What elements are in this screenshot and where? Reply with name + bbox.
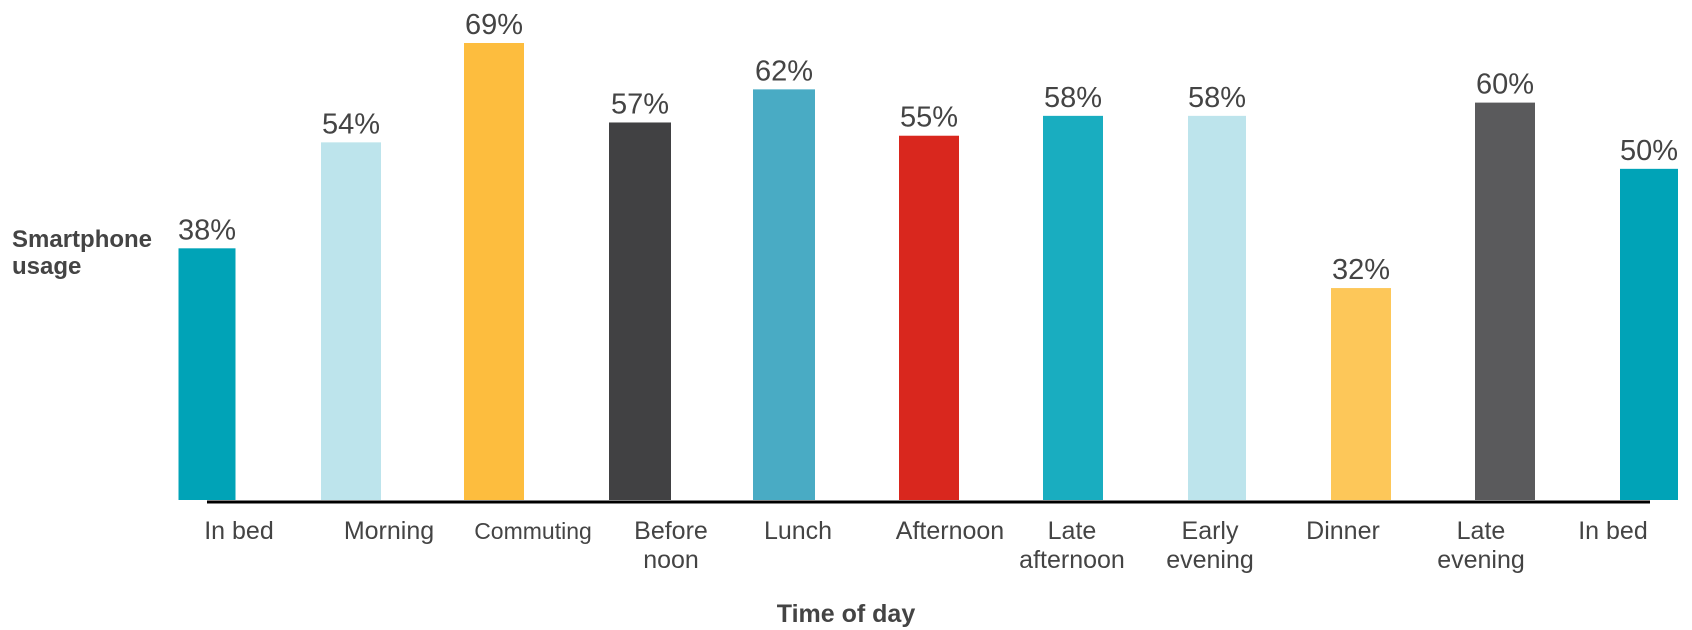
bar <box>178 248 236 500</box>
x-tick-label: Commuting <box>474 518 592 544</box>
value-labels-group: 38% 54% 69% 57% 62% 55% 58% 58% 32% 60% 50% <box>178 9 1678 286</box>
value-label: 58% <box>1044 82 1102 114</box>
x-tick-label: Early <box>1182 517 1239 545</box>
bar <box>1331 288 1391 500</box>
value-label: 57% <box>611 88 669 120</box>
x-tick-label: afternoon <box>1019 546 1125 574</box>
x-tick-label: Morning <box>344 517 434 545</box>
x-tick-label: In bed <box>1578 517 1648 545</box>
bars-group <box>178 43 1678 501</box>
bar <box>1188 115 1246 500</box>
value-label: 32% <box>1332 254 1390 286</box>
x-tick-label: Afternoon <box>896 517 1004 545</box>
x-tick-label: Lunch <box>764 517 832 545</box>
y-axis-label-line: Smartphone <box>12 226 153 253</box>
bar <box>1475 102 1535 500</box>
bar <box>321 142 381 500</box>
value-label: 60% <box>1476 69 1534 101</box>
bar <box>609 122 671 500</box>
value-label: 62% <box>755 55 813 87</box>
x-axis-label: Time of day <box>776 600 916 628</box>
x-tick-label: In bed <box>204 517 274 545</box>
y-axis-label-line: usage <box>12 253 82 280</box>
value-label: 38% <box>178 214 236 246</box>
x-tick-label: evening <box>1166 546 1254 574</box>
value-label: 50% <box>1620 135 1678 167</box>
bar <box>753 89 815 501</box>
bar <box>899 135 959 500</box>
x-tick-label: Before <box>634 517 708 545</box>
x-tick-label: evening <box>1437 546 1525 574</box>
bar <box>1043 115 1103 500</box>
x-tick-label: Late <box>1457 517 1506 545</box>
bar <box>464 43 524 500</box>
value-label: 58% <box>1188 82 1246 114</box>
value-label: 55% <box>900 102 958 134</box>
x-tick-label: noon <box>643 546 699 574</box>
value-label: 54% <box>322 108 380 140</box>
y-axis-label: Smartphone usage <box>12 226 182 280</box>
bar <box>1620 168 1678 500</box>
x-tick-label: Late <box>1048 517 1097 545</box>
x-tick-label: Dinner <box>1306 517 1380 545</box>
value-label: 69% <box>465 9 523 41</box>
